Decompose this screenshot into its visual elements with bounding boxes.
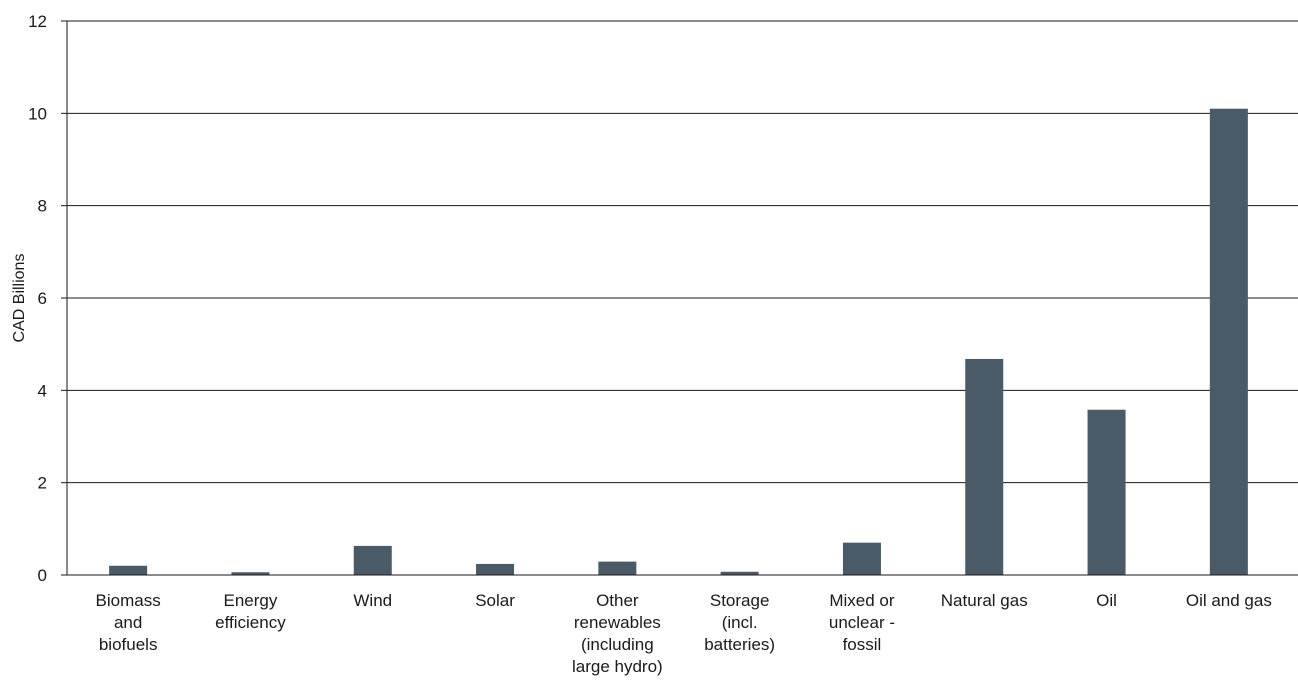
bars — [109, 108, 1248, 575]
x-category-label-line: Oil and gas — [1186, 591, 1272, 610]
bar — [1209, 108, 1248, 575]
x-category-label: Mixed or unclear - fossil — [829, 591, 895, 654]
x-category-label: Other renewables (including large hydro) — [572, 591, 663, 676]
y-tick-label: 12 — [28, 12, 47, 31]
x-category-label-line: unclear - — [829, 613, 895, 632]
x-category-label-line: batteries) — [704, 635, 775, 654]
x-category-label-line: biofuels — [99, 635, 158, 654]
x-category-label-line: Natural gas — [941, 591, 1028, 610]
x-category-label: Wind — [353, 591, 392, 610]
y-axis-title: CAD Billions — [11, 254, 28, 343]
x-category-label: Energy efficiency — [215, 591, 286, 632]
x-category-label: Storage (incl. batteries) — [704, 591, 775, 654]
x-category-label: Oil and gas — [1186, 591, 1272, 610]
bar — [965, 358, 1004, 575]
y-tick-label: 6 — [38, 289, 47, 308]
x-category-label-line: (including — [581, 635, 654, 654]
bar — [842, 542, 881, 575]
x-category-label-line: Biomass — [96, 591, 161, 610]
y-tick-label: 8 — [38, 197, 47, 216]
bar — [231, 572, 270, 575]
x-category-label: Oil — [1096, 591, 1117, 610]
y-axis-tick-labels: 0 2 4 6 8 10 12 — [28, 12, 47, 585]
x-category-label-line: Wind — [353, 591, 392, 610]
x-category-label-line: Other — [596, 591, 639, 610]
gridlines — [61, 20, 1298, 576]
x-category-label-line: and — [114, 613, 142, 632]
x-category-label-line: large hydro) — [572, 657, 663, 676]
x-category-label-line: Energy — [224, 591, 278, 610]
y-tick-label: 4 — [38, 381, 47, 400]
x-category-label-line: Solar — [475, 591, 515, 610]
bar — [720, 571, 759, 575]
x-category-label-line: renewables — [574, 613, 661, 632]
x-category-label-line: Mixed or — [829, 591, 895, 610]
y-tick-label: 10 — [28, 104, 47, 123]
x-category-label-line: Storage — [710, 591, 770, 610]
x-category-label: Biomass and biofuels — [96, 591, 161, 654]
bar — [109, 565, 148, 575]
bar — [476, 563, 515, 575]
x-category-label-line: (incl. — [722, 613, 758, 632]
x-category-label: Solar — [475, 591, 515, 610]
x-category-label-line: fossil — [843, 635, 882, 654]
axes — [66, 21, 1298, 576]
bar — [353, 545, 392, 575]
x-axis-category-labels: Biomass and biofuels Energy efficiency Wind So… — [96, 591, 1272, 676]
y-tick-label: 2 — [38, 474, 47, 493]
bar — [1087, 409, 1126, 575]
y-tick-label: 0 — [38, 566, 47, 585]
x-category-label-line: Oil — [1096, 591, 1117, 610]
x-category-label: Natural gas — [941, 591, 1028, 610]
x-category-label-line: efficiency — [215, 613, 286, 632]
bar — [598, 561, 637, 575]
